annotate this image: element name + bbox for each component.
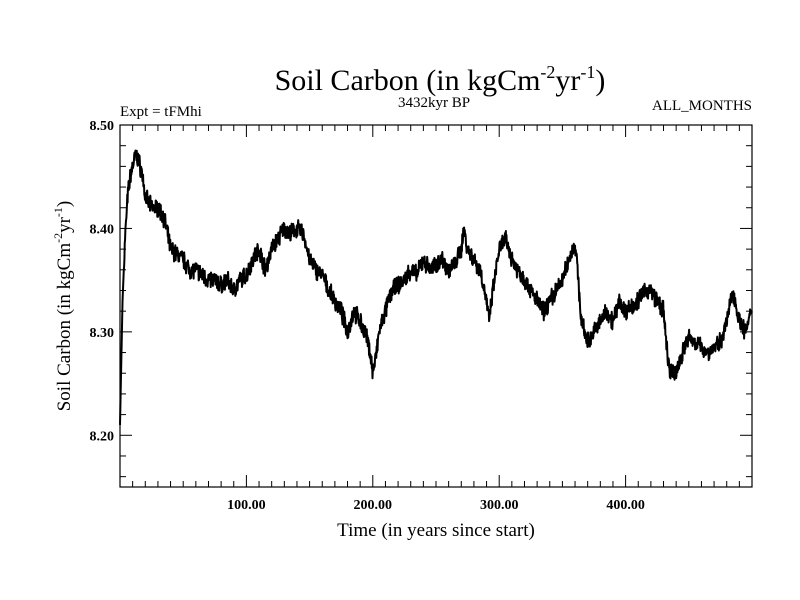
x-axis-label: Time (in years since start)	[337, 520, 535, 541]
x-tick-label: 300.00	[480, 498, 519, 513]
chart-title-sup1: -2	[540, 62, 555, 82]
x-tick-label: 400.00	[606, 498, 645, 513]
y-tick-label: 8.20	[90, 429, 115, 444]
y-axis-label-mid: yr	[54, 216, 75, 233]
x-tick-label: 100.00	[227, 498, 266, 513]
plot-frame	[119, 124, 753, 488]
y-axis-label-sup1: -2	[51, 233, 65, 243]
y-axis-label: Soil Carbon (in kgCm-2yr-1)	[51, 201, 75, 412]
axis-ticks	[120, 124, 752, 487]
chart-title: Soil Carbon (in kgCm-2yr-1)	[275, 62, 606, 97]
chart-title-end: )	[595, 64, 605, 97]
chart-title-mid: yr	[555, 64, 580, 97]
chart-title-sup2: -1	[580, 62, 595, 82]
soil-carbon-series-line	[119, 149, 753, 425]
months-label: ALL_MONTHS	[652, 98, 752, 114]
y-tick-label: 8.40	[90, 222, 115, 237]
axis-tick-labels: 100.00 200.00 300.00 400.00 8.20 8.30 8.40 8.50	[90, 119, 645, 513]
x-tick-label: 200.00	[354, 498, 393, 513]
chart-title-main: Soil Carbon (in kgCm	[275, 64, 541, 97]
y-axis-label-main: Soil Carbon (in kgCm	[54, 243, 75, 412]
y-axis-label-end: )	[54, 201, 75, 207]
time-bp-label: 3432kyr BP	[398, 95, 470, 111]
y-tick-label: 8.50	[90, 119, 115, 134]
experiment-label: Expt = tFMhi	[120, 104, 202, 120]
y-axis-label-sup2: -1	[51, 207, 65, 217]
y-tick-label: 8.30	[90, 326, 115, 341]
